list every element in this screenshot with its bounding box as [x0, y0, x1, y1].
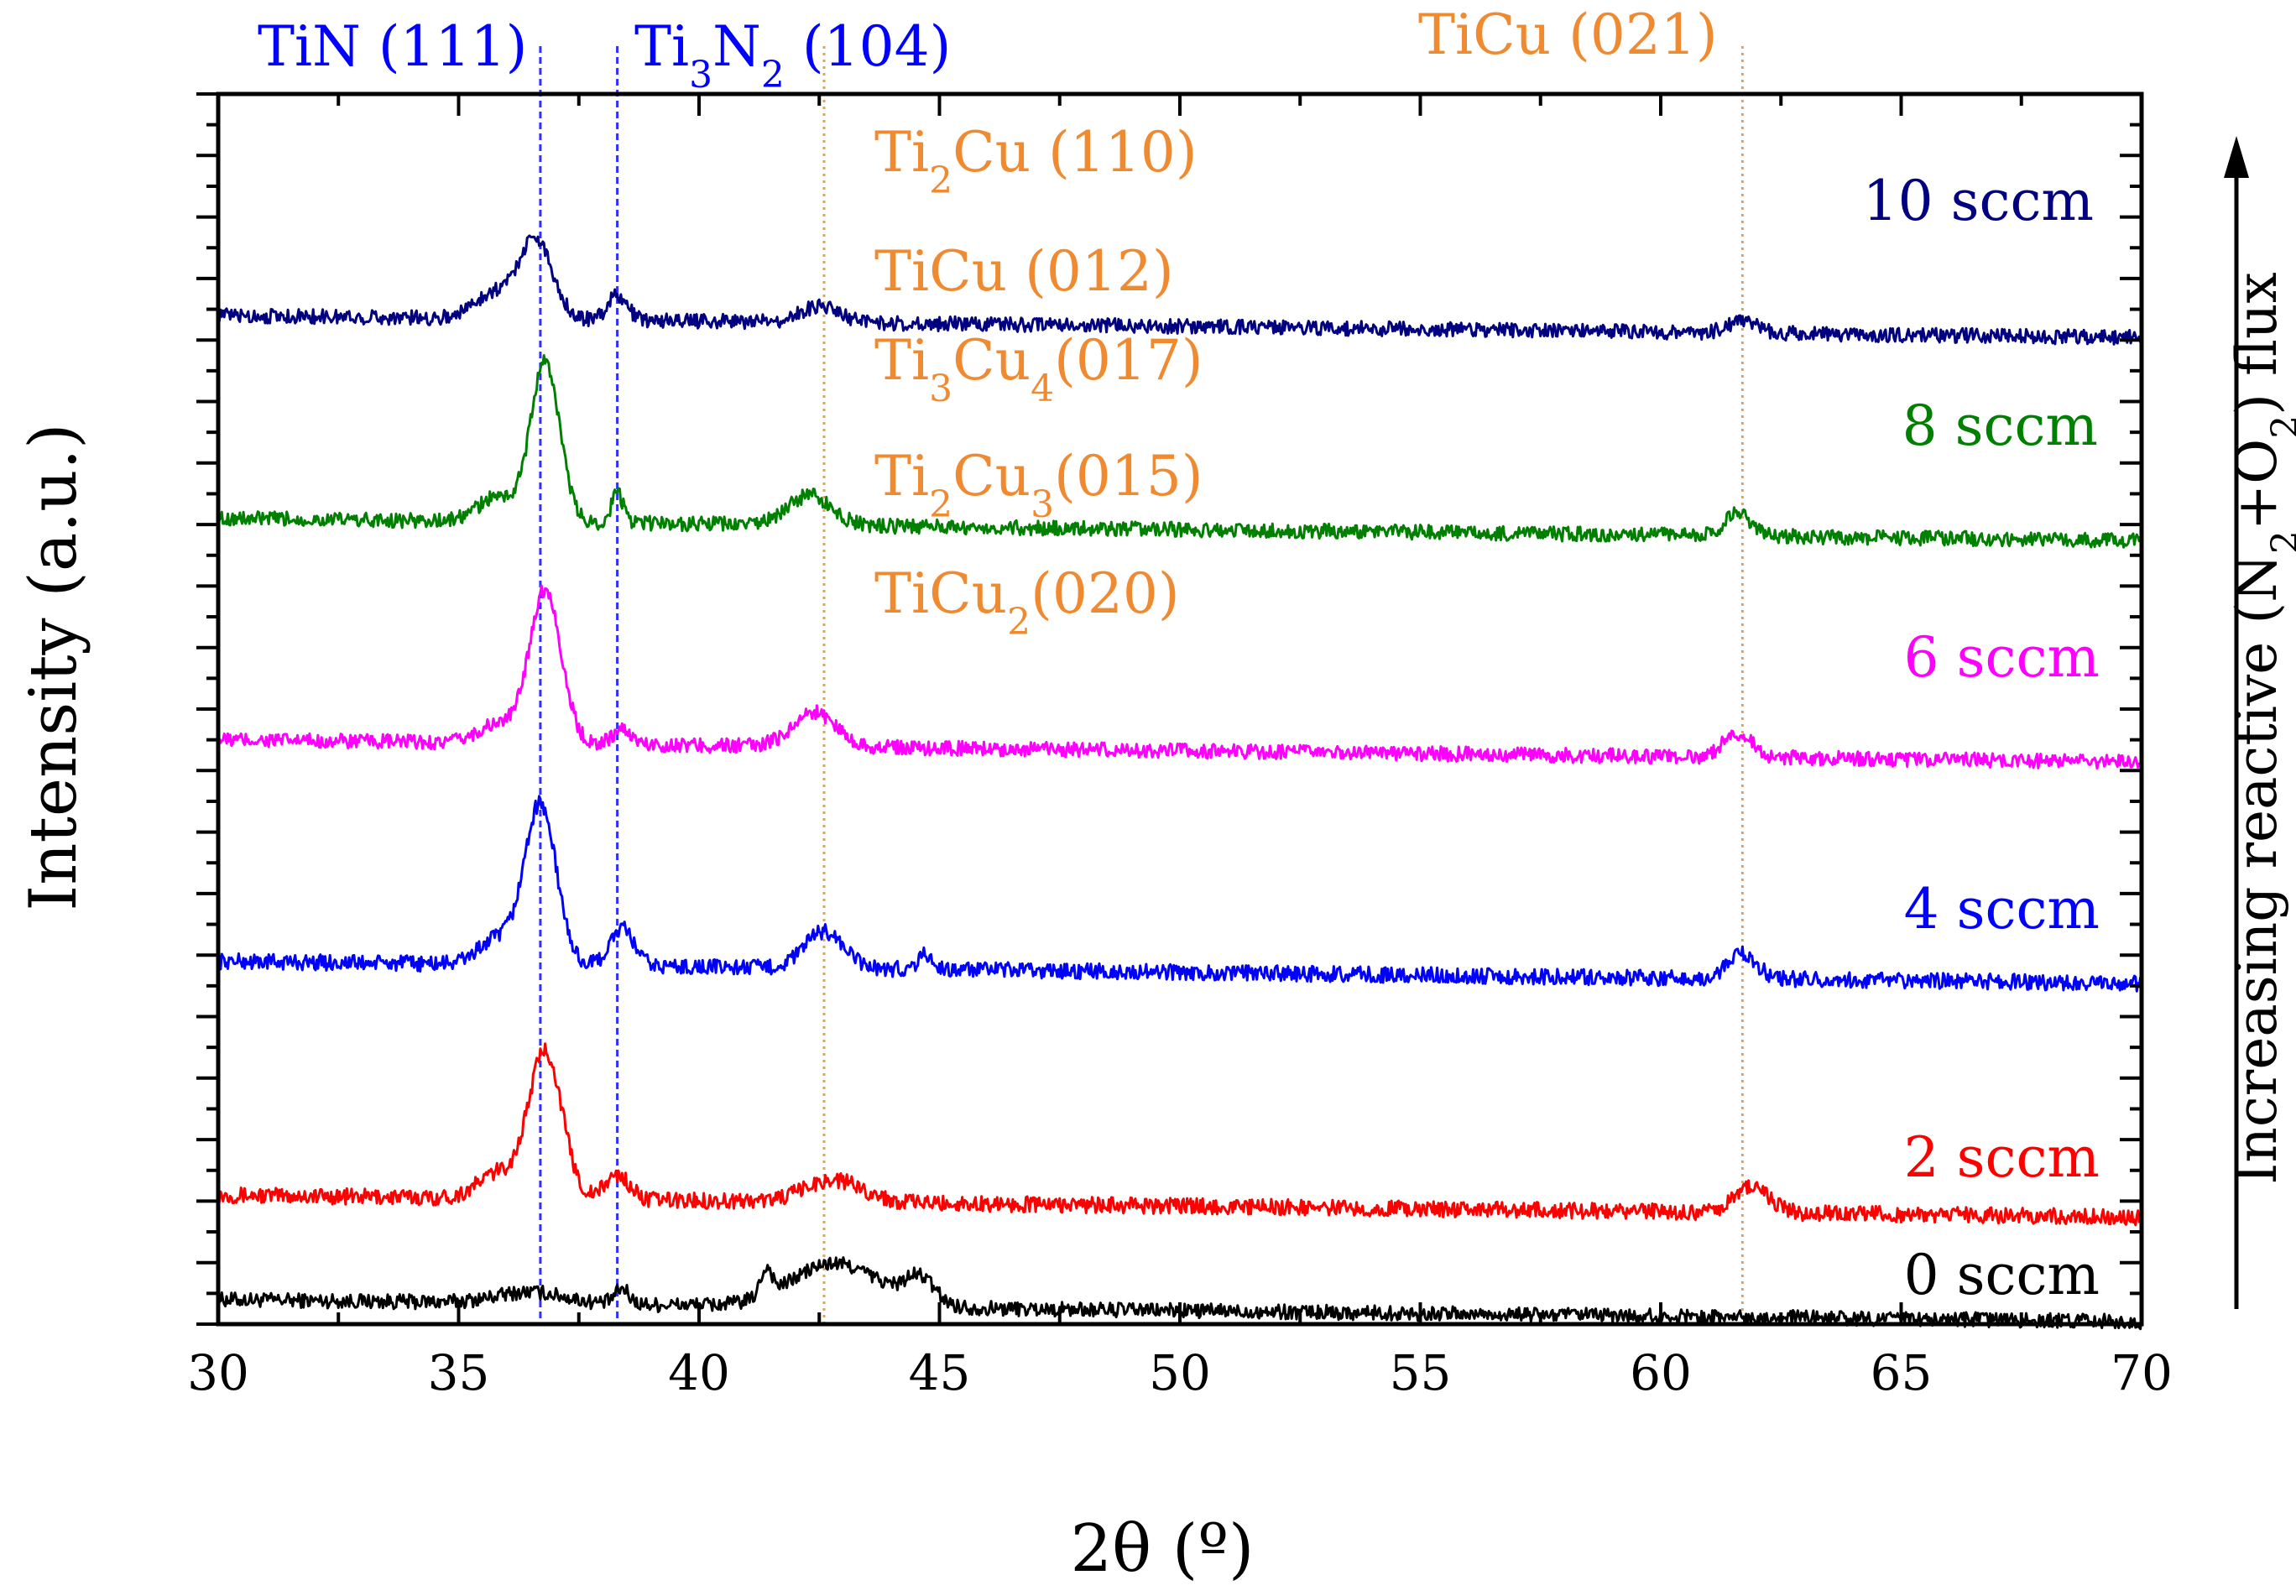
flux-arrow-head	[2224, 136, 2249, 178]
x-axis-title: 2θ (º)	[1071, 1511, 1255, 1587]
x-tick-label-55: 55	[1390, 1344, 1452, 1401]
peak-label-ticu-021: TiCu (021)	[1418, 3, 1718, 67]
x-tick-label-65: 65	[1871, 1344, 1933, 1401]
trace-6-sccm	[217, 584, 2143, 770]
x-tick-label-60: 60	[1630, 1344, 1692, 1401]
peak-label-ti3cu4-017: Ti3Cu4(017)	[874, 328, 1203, 410]
trace-label-6-sccm: 6 sccm	[1904, 625, 2100, 690]
trace-4-sccm	[217, 795, 2143, 993]
x-tick-labels: 30 35 40 45 50 55 60 65 70	[187, 1344, 2173, 1401]
trace-label-2-sccm: 2 sccm	[1904, 1125, 2100, 1190]
peak-label-tin-111: TiN (111)	[258, 14, 527, 79]
peak-label-ti2cu-110: Ti2Cu (110)	[874, 120, 1198, 202]
x-tick-label-40: 40	[668, 1344, 730, 1401]
peak-label-ticu-012: TiCu (012)	[874, 239, 1174, 304]
trace-label-0-sccm: 0 sccm	[1904, 1243, 2100, 1307]
x-tick-label-45: 45	[909, 1344, 971, 1401]
right-axis-label: Increasing reactive (N2+O2) flux	[2225, 272, 2296, 1185]
xrd-traces	[217, 234, 2143, 1331]
trace-label-8-sccm: 8 sccm	[1902, 394, 2098, 458]
x-tick-label-30: 30	[187, 1344, 249, 1401]
trace-label-4-sccm: 4 sccm	[1904, 877, 2100, 941]
peak-label-ti2cu3-015: Ti2Cu3(015)	[874, 444, 1203, 526]
peak-label-ticu2-020: TiCu2(020)	[874, 561, 1180, 644]
trace-8-sccm	[217, 354, 2143, 549]
y-axis-title: Intensity (a.u.)	[16, 423, 91, 910]
axis-ticks	[196, 92, 2143, 1326]
x-tick-label-35: 35	[428, 1344, 490, 1401]
trace-10-sccm	[217, 234, 2143, 346]
x-tick-label-70: 70	[2111, 1344, 2173, 1401]
trace-2-sccm	[217, 1042, 2143, 1227]
trace-label-10-sccm: 10 sccm	[1863, 169, 2094, 233]
x-tick-label-50: 50	[1149, 1344, 1211, 1401]
reference-lines	[539, 46, 1744, 1324]
peak-label-ti3n2-104: Ti3N2 (104)	[634, 14, 951, 96]
